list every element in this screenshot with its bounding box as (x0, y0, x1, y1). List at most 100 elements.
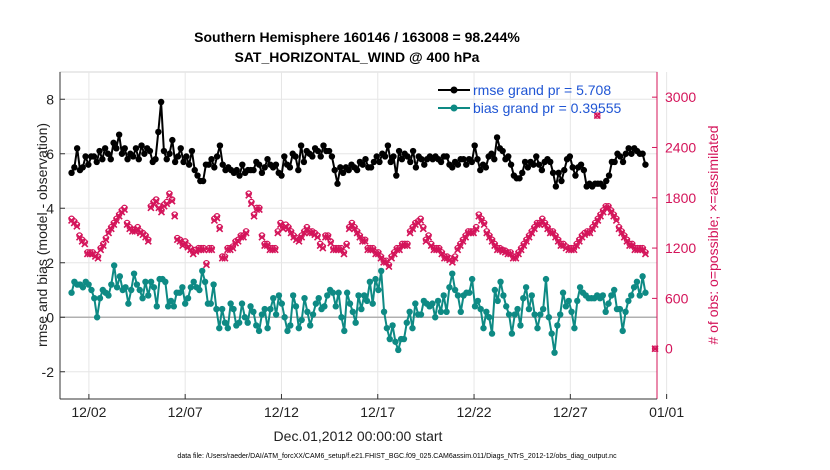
bias-point (142, 278, 149, 286)
obs-assimilated-point (81, 240, 89, 248)
rmse-point (387, 158, 394, 166)
obs-assimilated-point (475, 212, 483, 220)
bias-point (264, 324, 271, 332)
rmse-point (132, 145, 140, 152)
chart-title-line1: Southern Hemisphere 160146 / 163008 = 98… (194, 29, 520, 45)
obs-assimilated-point (488, 237, 496, 245)
bias-point (537, 311, 544, 318)
bias-point (167, 297, 175, 305)
obs-assimilated-point (306, 229, 314, 237)
obs-assimilated-point (631, 246, 639, 254)
bias-point (88, 286, 95, 294)
rmse-point (334, 180, 341, 187)
legend: rmse grand pr = 5.708 bias grand pr = 0.… (438, 82, 621, 116)
bias-point (346, 300, 354, 307)
bias-point (378, 267, 385, 275)
obs-assimilated-point (208, 246, 216, 254)
rmse-point (278, 172, 285, 179)
bias-point (628, 292, 635, 299)
y-left-tick-label: 2 (46, 255, 54, 271)
rmse-point (471, 142, 478, 149)
bias-point (437, 308, 445, 315)
obs-outlier-point (594, 112, 601, 119)
rmse-point (530, 161, 537, 168)
bias-point (608, 292, 615, 299)
rmse-point (272, 161, 280, 168)
obs-assimilated-point (536, 221, 544, 229)
rmse-point (82, 153, 89, 160)
rmse-point (264, 156, 271, 163)
bias-point (304, 308, 311, 315)
bias-point (218, 305, 226, 313)
bias-point (230, 305, 237, 313)
bias-point (247, 303, 254, 310)
bias-point (434, 297, 442, 305)
rmse-point (547, 158, 554, 166)
obs-assimilated-point (477, 216, 486, 224)
obs-assimilated-point (485, 233, 493, 241)
rmse-point (331, 166, 338, 174)
obs-assimilated-point (247, 200, 255, 208)
rmse-point (211, 164, 218, 171)
rmse-point (552, 183, 560, 190)
obs-assimilated-point (514, 250, 523, 258)
bias-point (517, 322, 524, 329)
bias-point (545, 314, 553, 321)
obs-assimilated-point (229, 244, 237, 252)
bias-point (93, 314, 101, 321)
bias-point (105, 292, 112, 299)
rmse-point (174, 153, 182, 160)
rmse-point (376, 158, 383, 166)
bias-point (108, 281, 115, 288)
obs-assimilated-point (364, 246, 372, 254)
rmse-point (482, 164, 490, 171)
rmse-point (493, 134, 501, 141)
obs-assimilated-point (430, 246, 438, 254)
rmse-point (171, 158, 179, 166)
rmse-point (320, 142, 327, 149)
obs-assimilated-point (163, 200, 171, 208)
rmse-point (460, 156, 467, 163)
obs-assimilated-point (245, 191, 253, 199)
rmse-point (118, 150, 126, 157)
rmse-point (99, 156, 106, 163)
obs-assimilated-point (549, 229, 557, 237)
bias-point (332, 303, 339, 310)
obs-assimilated-point (403, 241, 411, 250)
rmse-point (185, 161, 193, 168)
rmse-point (115, 131, 123, 138)
bias-point (389, 322, 396, 329)
rmse-point (135, 156, 142, 163)
y-right-tick-label: 2400 (665, 139, 696, 155)
rmse-point (261, 164, 268, 171)
bias-point (338, 314, 345, 321)
bias-point (417, 311, 425, 318)
bias-point (79, 284, 87, 291)
bias-point (153, 303, 160, 310)
rmse-point (499, 147, 506, 155)
obs-assimilated-point (541, 221, 549, 229)
rmse-point (236, 172, 243, 179)
rmse-point (160, 147, 168, 155)
bias-point (622, 308, 629, 315)
obs-assimilated-point (295, 237, 303, 245)
bias-point (412, 300, 419, 307)
obs-assimilated-point (480, 221, 488, 229)
rmse-point (71, 164, 78, 171)
obs-assimilated-point (112, 216, 121, 224)
rmse-point (177, 145, 184, 152)
bias-point (201, 278, 209, 286)
bias-point (130, 270, 138, 277)
rmse-point (353, 166, 361, 174)
bias-point (352, 319, 359, 326)
bias-point (468, 275, 476, 283)
y-right-tick-label: 1800 (665, 190, 696, 206)
bias-point (568, 308, 575, 315)
bias-point (179, 284, 186, 291)
obs-assimilated-point (171, 212, 179, 220)
bias-point (446, 284, 453, 291)
rmse-point (437, 158, 445, 166)
rmse-point (258, 169, 266, 177)
bias-point (449, 270, 456, 277)
obs-assimilated-point (216, 225, 224, 233)
